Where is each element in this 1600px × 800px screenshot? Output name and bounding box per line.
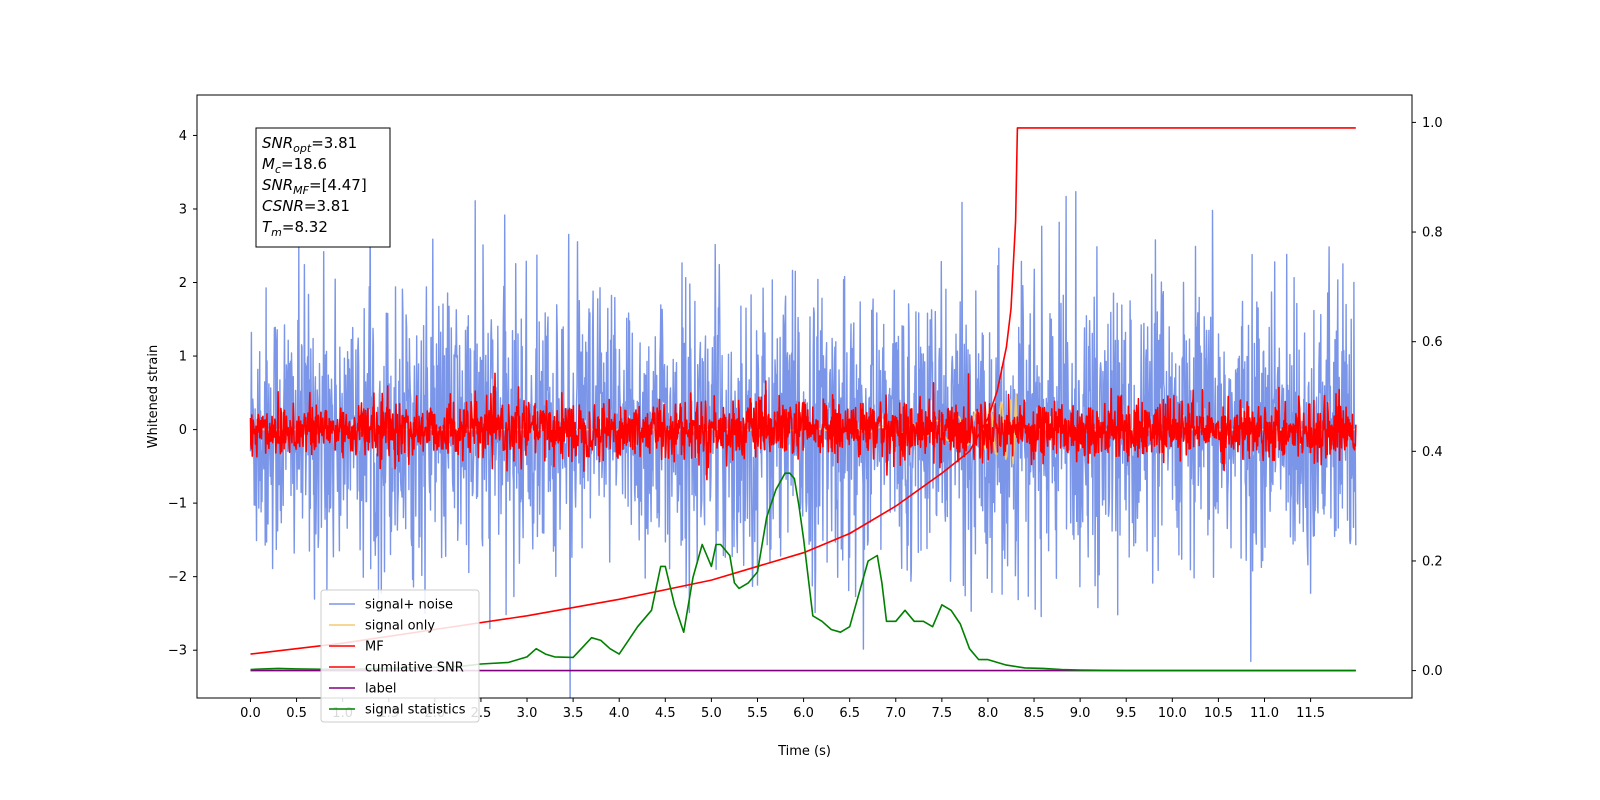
x-tick-label: 4.0 (609, 706, 630, 721)
y-tick-label: 3 (179, 202, 187, 217)
legend-label: signal only (365, 619, 435, 634)
x-tick-label: 7.5 (932, 706, 953, 721)
legend-label: signal+ noise (365, 598, 453, 613)
annotation-line: Tm=8.32 (262, 218, 328, 239)
annotation-line: SNRopt=3.81 (262, 134, 357, 155)
series-signal-statistics (250, 472, 1356, 672)
series-line (250, 127, 1356, 655)
x-tick-label: 10.0 (1158, 706, 1187, 721)
y-tick-label: −3 (168, 644, 187, 659)
y2-tick-label: 1.0 (1422, 116, 1443, 131)
y2-tick-label: 0.2 (1422, 554, 1443, 569)
y2-tick-label: 0.0 (1422, 664, 1443, 679)
annotation-line: CSNR=3.81 (262, 197, 350, 215)
legend-item: cumilative SNR (329, 661, 464, 676)
y2-tick-label: 0.8 (1422, 226, 1443, 241)
y-tick-label: 4 (179, 129, 187, 144)
y-tick-label: 0 (179, 423, 187, 438)
x-tick-label: 5.5 (747, 706, 768, 721)
y-axis-label: Whitened strain (146, 345, 161, 448)
x-tick-label: 0.5 (286, 706, 307, 721)
x-tick-label: 6.0 (793, 706, 814, 721)
legend-item: signal+ noise (329, 598, 453, 613)
y-tick-label: 1 (179, 350, 187, 365)
legend-label: cumilative SNR (365, 661, 464, 676)
annotation-frame (255, 127, 391, 248)
y-axis-left: −3 −2 −1 0 1 2 3 4 (168, 129, 197, 659)
x-tick-label: 4.5 (655, 706, 676, 721)
y-tick-label: −1 (168, 497, 187, 512)
x-tick-label: 8.5 (1024, 706, 1045, 721)
legend-label: label (365, 682, 396, 697)
legend-item: label (329, 682, 396, 697)
legend-label: MF (365, 640, 384, 655)
y2-tick-label: 0.6 (1422, 335, 1443, 350)
x-tick-label: 5.0 (701, 706, 722, 721)
y-axis-right: 0.0 0.2 0.4 0.6 0.8 1.0 (1412, 116, 1443, 679)
x-tick-label: 6.5 (839, 706, 860, 721)
x-tick-label: 7.0 (885, 706, 906, 721)
x-tick-label: 3.0 (517, 706, 538, 721)
legend: signal+ noise signal only MF cumilative SNR… (320, 589, 480, 723)
x-tick-label: 9.5 (1116, 706, 1137, 721)
x-tick-label: 3.5 (563, 706, 584, 721)
annotation-line: SNRMF=[4.47] (262, 176, 367, 197)
series-line (250, 472, 1356, 672)
x-tick-label: 0.0 (240, 706, 261, 721)
annotation-line: Mc=18.6 (262, 155, 327, 176)
legend-label: signal statistics (365, 703, 466, 718)
legend-item: signal statistics (329, 703, 466, 718)
y2-tick-label: 0.4 (1422, 445, 1443, 460)
y-tick-label: 2 (179, 276, 187, 291)
x-tick-label: 10.5 (1204, 706, 1233, 721)
x-tick-label: 9.0 (1070, 706, 1091, 721)
axes-frame (196, 94, 1413, 699)
series-line (249, 372, 1357, 481)
x-axis-label: Time (s) (777, 744, 831, 759)
legend-item: signal only (329, 619, 435, 634)
series-cumilative-snr (250, 127, 1356, 655)
y-tick-label: −2 (168, 570, 187, 585)
legend-item: MF (329, 640, 384, 655)
x-tick-label: 11.0 (1250, 706, 1279, 721)
x-tick-label: 11.5 (1296, 706, 1325, 721)
series-mf (249, 372, 1357, 481)
x-tick-label: 8.0 (978, 706, 999, 721)
legend-frame (320, 589, 480, 723)
